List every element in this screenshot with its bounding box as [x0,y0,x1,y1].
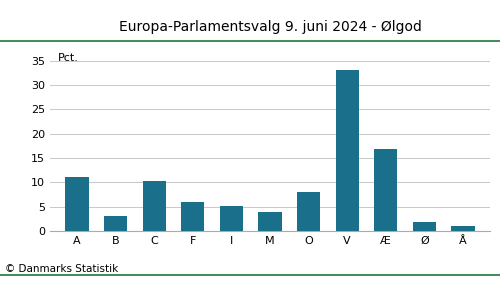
Bar [220,206,243,231]
Text: Pct.: Pct. [58,53,78,63]
Bar [374,149,398,231]
Bar [452,226,474,231]
Bar [181,202,204,231]
Bar [104,216,127,231]
Bar [66,177,88,231]
Bar [336,70,359,231]
Bar [413,222,436,231]
Bar [258,212,281,231]
Bar [142,180,166,231]
Text: © Danmarks Statistik: © Danmarks Statistik [5,264,118,274]
Text: Europa-Parlamentsvalg 9. juni 2024 - Ølgod: Europa-Parlamentsvalg 9. juni 2024 - Ølg… [118,20,422,34]
Bar [297,192,320,231]
